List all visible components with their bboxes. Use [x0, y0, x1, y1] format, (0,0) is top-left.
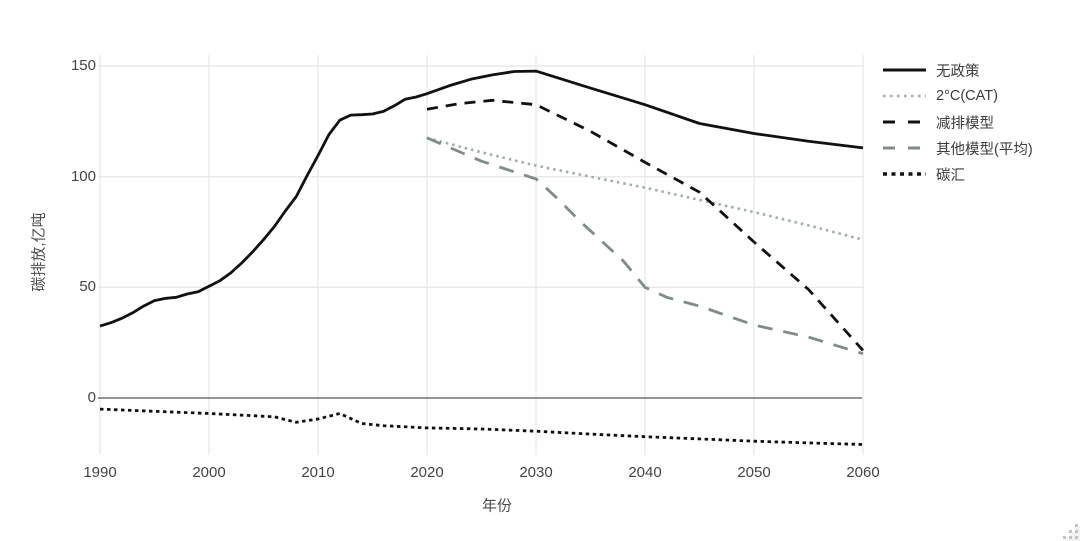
x-tick-label: 2010	[301, 464, 335, 481]
legend-item-4[interactable]: 其他模型(平均)	[882, 135, 1033, 161]
y-tick-label: 50	[79, 278, 96, 296]
y-axis-title: 碳排放,亿吨	[30, 212, 48, 292]
legend-label: 2°C(CAT)	[936, 88, 998, 104]
y-tick-label: 0	[87, 389, 96, 406]
legend-label: 碳汇	[936, 167, 965, 184]
series-line-4	[426, 136, 864, 356]
legend-line-icon	[883, 120, 926, 124]
legend-line-icon	[883, 94, 926, 98]
legend-line-icon	[883, 172, 926, 176]
legend-label: 减排模型	[936, 115, 994, 132]
series-line-5	[99, 407, 864, 446]
x-tick-label: 2000	[192, 464, 226, 481]
resize-grip-icon[interactable]	[1060, 521, 1080, 541]
series-line-3	[426, 98, 865, 352]
legend-line-icon	[883, 146, 926, 150]
series-line-1	[99, 69, 864, 328]
legend-item-2[interactable]: 2°C(CAT)	[882, 83, 998, 109]
x-tick-label: 2040	[628, 464, 662, 481]
y-tick-label: 150	[70, 57, 96, 74]
legend-label: 无政策	[936, 63, 980, 80]
x-tick-label: 2030	[519, 464, 553, 481]
x-tick-label: 2020	[410, 464, 444, 481]
legend-item-3[interactable]: 减排模型	[882, 109, 994, 135]
legend-item-1[interactable]: 无政策	[882, 57, 980, 83]
x-tick-label: 1990	[83, 464, 117, 481]
x-axis-title: 年份	[481, 497, 513, 515]
x-tick-label: 2050	[737, 464, 771, 481]
legend-label: 其他模型(平均)	[936, 141, 1033, 158]
x-tick-label: 2060	[846, 464, 880, 481]
series-line-2	[426, 136, 864, 241]
legend-line-icon	[883, 68, 926, 72]
legend-item-5[interactable]: 碳汇	[882, 161, 965, 187]
y-tick-label: 100	[70, 167, 96, 185]
